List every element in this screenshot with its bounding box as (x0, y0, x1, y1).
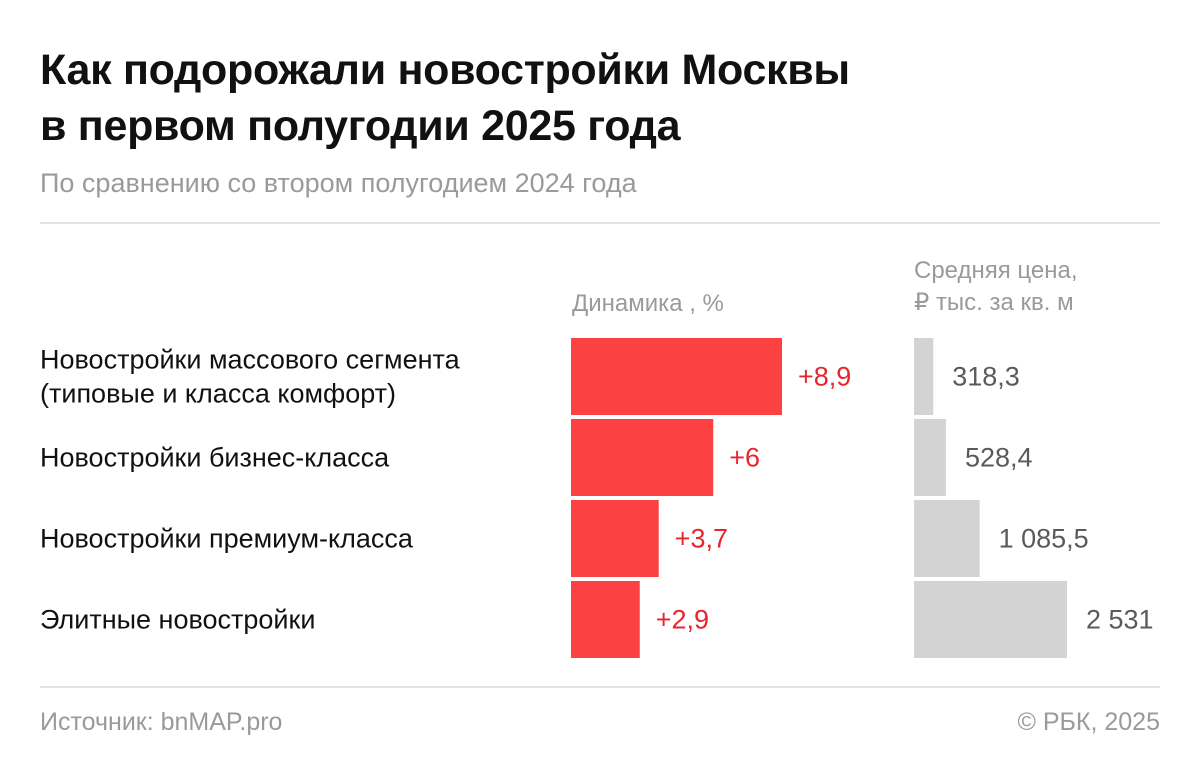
price-bar (914, 500, 980, 577)
chart-subtitle: По сравнению со втором полугодием 2024 г… (40, 168, 637, 198)
chart-title-line-2: в первом полугодии 2025 года (40, 102, 681, 150)
price-value-label: 2 531 (1086, 605, 1154, 635)
dynamics-bar (571, 419, 714, 496)
price-value-label: 318,3 (952, 362, 1020, 392)
category-label: (типовые и класса комфорт) (40, 379, 396, 409)
price-column-header: Средняя цена, ₽ тыс. за кв. м (914, 255, 1078, 319)
price-column-header-line-1: Средняя цена, (914, 257, 1078, 284)
dynamics-value-label: +8,9 (798, 362, 851, 392)
chart-title-line-1: Как подорожали новостройки Москвы (40, 46, 850, 94)
dynamics-value-label: +6 (729, 443, 760, 473)
category-label: Новостройки массового сегмента (40, 345, 461, 375)
dynamics-bar (571, 581, 640, 658)
chart-title: Как подорожали новостройки Москвы в перв… (40, 42, 1160, 154)
bottom-divider (40, 686, 1160, 688)
price-bar (914, 419, 946, 496)
category-label: Элитные новостройки (40, 605, 315, 635)
price-value-label: 528,4 (965, 443, 1033, 473)
price-bar (914, 581, 1067, 658)
dynamics-value-label: +3,7 (675, 524, 728, 554)
price-column-header-line-2: ₽ тыс. за кв. м (914, 289, 1074, 316)
dynamics-bar (571, 338, 782, 415)
price-value-label: 1 085,5 (999, 524, 1089, 554)
top-divider (40, 222, 1160, 224)
dynamics-column-header: Динамика , % (572, 290, 724, 317)
source-note: Источник: bnMAP.pro (40, 708, 283, 736)
dynamics-bar (571, 500, 659, 577)
price-bar (914, 338, 934, 415)
category-label: Новостройки бизнес-класса (40, 443, 390, 473)
dynamics-value-label: +2,9 (656, 605, 709, 635)
category-label: Новостройки премиум-класса (40, 524, 414, 554)
copyright-note: © РБК, 2025 (1017, 708, 1160, 736)
